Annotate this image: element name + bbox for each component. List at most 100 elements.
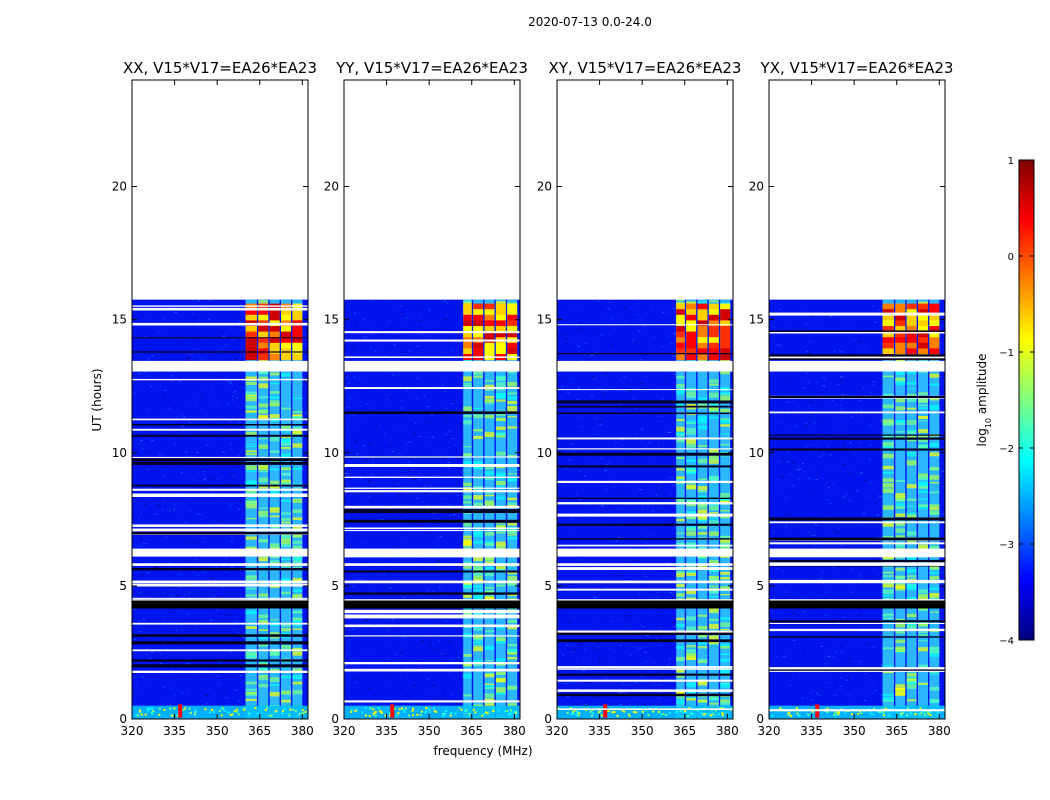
speckle — [823, 386, 826, 388]
y-tick-label: 20 — [112, 180, 127, 194]
speckle — [597, 300, 601, 302]
speckle — [358, 678, 361, 680]
dropout-line — [132, 488, 308, 491]
speckle — [406, 667, 408, 669]
speckle — [385, 658, 389, 659]
speckle — [643, 654, 646, 656]
speckle — [863, 387, 865, 389]
speckle — [667, 561, 671, 563]
speckle — [371, 334, 373, 336]
speckle — [395, 475, 399, 477]
rfi-strong-segment — [245, 354, 257, 361]
rfi-band-segment — [484, 399, 495, 402]
dropout-line — [557, 632, 733, 635]
speckle — [196, 574, 199, 576]
speckle — [176, 610, 178, 612]
speckle — [227, 576, 229, 578]
burst-speck — [697, 710, 699, 712]
speckle — [444, 334, 448, 336]
speckle — [377, 539, 379, 541]
speckle — [790, 473, 793, 475]
speckle — [173, 509, 175, 511]
speckle — [667, 646, 670, 648]
speckle — [672, 621, 676, 623]
speckle — [599, 388, 601, 389]
speckle — [842, 421, 845, 423]
speckle — [718, 458, 721, 460]
rfi-band-segment — [258, 634, 269, 640]
rfi-strong-segment — [495, 348, 506, 355]
speckle — [156, 487, 159, 488]
speckle — [186, 330, 188, 332]
speckle — [864, 479, 868, 481]
rfi-band-segment — [697, 486, 708, 491]
rfi-band-segment — [292, 397, 303, 399]
speckle — [604, 518, 608, 520]
burst-speck — [574, 709, 577, 712]
speckle — [197, 654, 199, 656]
rfi-band-segment — [281, 447, 291, 449]
speckle — [454, 438, 456, 440]
speckle — [216, 478, 218, 480]
speckle — [422, 524, 424, 526]
rfi-band-segment — [281, 472, 291, 476]
burst-speck — [378, 710, 381, 713]
speckle — [227, 381, 231, 382]
speckle — [132, 609, 135, 610]
gap-band — [344, 580, 520, 584]
speckle — [221, 434, 224, 435]
speckle — [141, 676, 144, 678]
speckle — [385, 310, 387, 312]
speckle — [169, 417, 171, 419]
speckle — [347, 346, 350, 348]
rfi-band-segment — [686, 572, 697, 576]
speckle — [668, 432, 672, 433]
rfi-band-segment — [281, 442, 291, 446]
speckle — [448, 515, 452, 517]
speckle — [162, 475, 164, 476]
rfi-band-segment — [269, 507, 280, 513]
speckle — [572, 431, 574, 433]
speckle — [372, 460, 374, 462]
speckle — [707, 306, 710, 308]
speckle — [611, 665, 614, 667]
rfi-band-fill — [292, 299, 303, 719]
speckle — [815, 381, 819, 383]
speckle — [615, 442, 617, 444]
speckle — [232, 474, 235, 476]
rfi-band-segment — [292, 526, 303, 529]
rfi-band-segment — [720, 659, 731, 662]
speckle — [268, 347, 270, 349]
speckle — [427, 636, 430, 638]
speckle — [610, 661, 613, 663]
speckle — [385, 398, 386, 400]
speckle — [399, 697, 401, 699]
speckle — [872, 681, 874, 683]
speckle — [164, 536, 168, 538]
speckle — [939, 454, 941, 456]
speckle — [357, 312, 361, 314]
speckle — [443, 319, 446, 321]
speckle — [648, 441, 651, 443]
dropout-line — [344, 614, 520, 618]
x-tick-label: 365 — [460, 724, 483, 738]
rfi-strong-segment — [686, 309, 697, 316]
rfi-band-segment — [281, 407, 291, 410]
speckle — [518, 396, 520, 397]
rfi-band-segment — [484, 500, 495, 505]
speckle — [595, 462, 599, 464]
speckle — [846, 579, 848, 581]
speckle — [141, 656, 144, 658]
speckle — [223, 648, 226, 650]
dropout-line — [557, 437, 733, 440]
speckle — [451, 658, 454, 660]
speckle — [775, 688, 777, 689]
x-tick-label: 365 — [673, 724, 696, 738]
speckle — [827, 467, 829, 469]
rfi-band-segment — [708, 402, 719, 406]
speckle — [573, 511, 576, 513]
speckle — [565, 443, 567, 445]
speckle — [403, 596, 405, 598]
speckle — [639, 489, 642, 491]
